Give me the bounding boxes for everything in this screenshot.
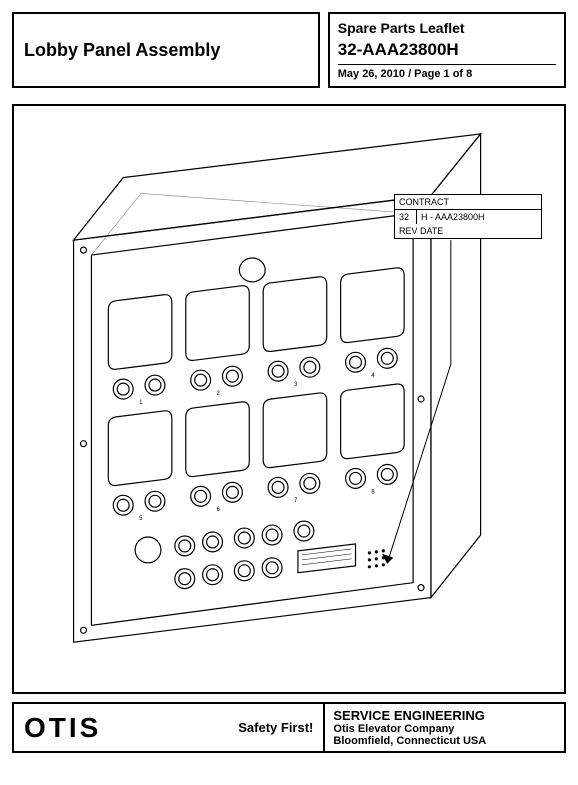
footer-right: SERVICE ENGINEERING Otis Elevator Compan… xyxy=(325,704,564,751)
safety-first: Safety First! xyxy=(238,720,313,735)
footer-left: OTIS Safety First! xyxy=(14,704,325,751)
page-title: Lobby Panel Assembly xyxy=(24,40,220,61)
title-box: Lobby Panel Assembly xyxy=(12,12,320,88)
svg-text:8: 8 xyxy=(371,489,375,495)
svg-text:1: 1 xyxy=(139,400,143,406)
svg-text:6: 6 xyxy=(217,507,221,513)
svg-text:3: 3 xyxy=(294,382,298,388)
rev-date-label: REV DATE xyxy=(395,224,541,238)
company-name: Otis Elevator Company xyxy=(333,723,556,735)
svg-text:5: 5 xyxy=(139,516,143,522)
svg-text:4: 4 xyxy=(371,373,375,379)
footer-row: OTIS Safety First! SERVICE ENGINEERING O… xyxy=(12,702,566,753)
spec-box: Spare Parts Leaflet 32-AAA23800H May 26,… xyxy=(328,12,566,88)
contract-title: CONTRACT xyxy=(395,195,541,210)
date-page: May 26, 2010 / Page 1 of 8 xyxy=(338,68,556,80)
service-engineering: SERVICE ENGINEERING xyxy=(333,708,556,723)
svg-text:7: 7 xyxy=(294,498,297,504)
contract-num: 32 xyxy=(395,210,417,224)
company-location: Bloomfield, Connecticut USA xyxy=(333,735,556,747)
diagram-frame: 1 2 3 4 5 6 7 xyxy=(12,104,566,694)
header-row: Lobby Panel Assembly Spare Parts Leaflet… xyxy=(0,0,578,100)
part-number: 32-AAA23800H xyxy=(338,40,556,65)
otis-logo: OTIS xyxy=(24,712,101,744)
leaflet-label: Spare Parts Leaflet xyxy=(338,20,556,36)
contract-code-row: 32 H - AAA23800H xyxy=(395,210,541,224)
contract-code: H - AAA23800H xyxy=(417,210,541,224)
svg-text:2: 2 xyxy=(217,391,220,397)
contract-label: CONTRACT 32 H - AAA23800H REV DATE xyxy=(394,194,542,239)
